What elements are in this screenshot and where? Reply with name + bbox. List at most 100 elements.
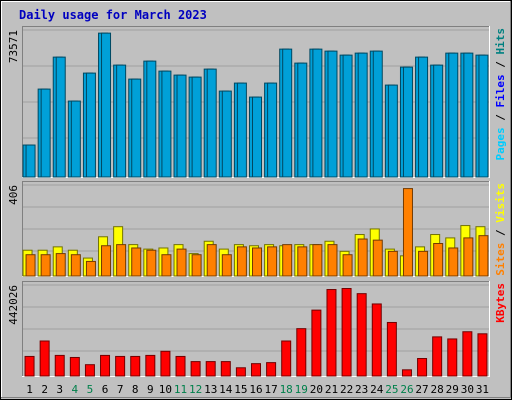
axis-label-files: Files bbox=[494, 74, 507, 107]
axis-label-separator: / bbox=[494, 223, 507, 243]
bar-kbytes-kbytes-day-3 bbox=[54, 354, 65, 377]
bar-hits-files-day-12 bbox=[191, 76, 202, 178]
x-tick-label-day-22: 22 bbox=[340, 383, 353, 396]
panel-kbytes-ymax-label: 442026 bbox=[7, 285, 20, 325]
bar-kbytes-kbytes-day-16 bbox=[251, 363, 261, 377]
bar-visits-sites-day-1 bbox=[25, 254, 36, 277]
bar-kbytes-kbytes-day-30 bbox=[462, 331, 473, 377]
x-tick-label-day-29: 29 bbox=[446, 383, 459, 396]
bar-visits-sites-day-11 bbox=[176, 248, 187, 277]
axis-label-visits: Visits bbox=[494, 183, 507, 223]
bar-visits-sites-day-29 bbox=[448, 247, 459, 277]
bar-kbytes-kbytes-day-9 bbox=[145, 354, 156, 377]
bar-visits-sites-day-10 bbox=[161, 254, 172, 277]
panel-hits-axis-label: Pages / Files / Hits bbox=[494, 28, 507, 161]
bar-kbytes-kbytes-day-4 bbox=[69, 356, 80, 377]
bar-kbytes-kbytes-day-31 bbox=[477, 333, 488, 377]
bar-hits-files-day-24 bbox=[372, 50, 383, 178]
bar-hits-files-day-16 bbox=[252, 96, 262, 178]
bar-visits-sites-day-13 bbox=[206, 244, 217, 277]
bar-kbytes-kbytes-day-5 bbox=[84, 364, 95, 377]
panel-visits-axis-label: Sites / Visits bbox=[494, 183, 507, 276]
bar-hits-files-day-5 bbox=[85, 72, 96, 178]
bar-kbytes-kbytes-day-13 bbox=[205, 361, 216, 377]
bar-visits-sites-day-25 bbox=[387, 250, 398, 277]
x-tick-label-day-27: 27 bbox=[415, 383, 428, 396]
bar-visits-sites-day-3 bbox=[55, 253, 66, 277]
bar-hits-files-day-1 bbox=[25, 144, 36, 178]
bar-visits-sites-day-22 bbox=[342, 254, 353, 277]
bar-hits-files-day-22 bbox=[342, 54, 353, 178]
bar-kbytes-kbytes-day-23 bbox=[356, 293, 367, 377]
bar-kbytes-kbytes-day-12 bbox=[190, 361, 201, 377]
bar-kbytes-kbytes-day-11 bbox=[175, 355, 186, 377]
bar-visits-sites-day-30 bbox=[463, 237, 474, 277]
bar-visits-sites-day-31 bbox=[478, 235, 489, 277]
x-tick-label-day-13: 13 bbox=[204, 383, 217, 396]
bar-kbytes-kbytes-day-20 bbox=[311, 309, 322, 377]
bar-kbytes-kbytes-day-15 bbox=[235, 367, 246, 377]
bar-hits-files-day-25 bbox=[387, 84, 398, 178]
bar-kbytes-kbytes-day-2 bbox=[39, 340, 50, 377]
x-tick-label-day-28: 28 bbox=[431, 383, 444, 396]
x-tick-label-day-2: 2 bbox=[41, 383, 48, 396]
bar-visits-sites-day-18 bbox=[282, 244, 293, 277]
bar-hits-files-day-19 bbox=[297, 62, 308, 178]
bar-visits-sites-day-6 bbox=[101, 245, 112, 277]
x-tick-label-day-6: 6 bbox=[102, 383, 109, 396]
x-tick-label-day-24: 24 bbox=[370, 383, 384, 396]
bar-hits-files-day-20 bbox=[312, 48, 323, 178]
x-tick-label-day-16: 16 bbox=[249, 383, 262, 396]
panel-visits-ymax-label: 406 bbox=[7, 185, 20, 205]
x-tick-label-day-9: 9 bbox=[147, 383, 154, 396]
bar-visits-sites-day-27 bbox=[418, 250, 429, 277]
x-tick-label-day-12: 12 bbox=[189, 383, 202, 396]
bar-visits-sites-day-19 bbox=[297, 246, 308, 277]
bar-hits-files-day-6 bbox=[101, 32, 112, 178]
bar-visits-sites-day-14 bbox=[221, 254, 232, 277]
x-tick-label-day-17: 17 bbox=[264, 383, 277, 396]
bar-visits-sites-day-17 bbox=[267, 246, 278, 277]
x-tick-label-day-18: 18 bbox=[280, 383, 293, 396]
x-tick-label-day-31: 31 bbox=[476, 383, 489, 396]
bar-kbytes-kbytes-day-25 bbox=[386, 321, 397, 377]
x-axis-day-labels: 1 2 3 4 5 6 7 8 9 10 11 12 13 14 15 16 17 18 19 20 21 22 23 24 2… bbox=[26, 383, 489, 396]
axis-label-hits: Hits bbox=[494, 28, 507, 55]
x-tick-label-day-25: 25 bbox=[385, 383, 398, 396]
axis-label-kbytes: KBytes bbox=[494, 283, 507, 323]
bar-hits-files-day-13 bbox=[206, 68, 217, 178]
bar-hits-files-day-10 bbox=[161, 70, 172, 178]
bar-kbytes-kbytes-day-27 bbox=[417, 358, 428, 377]
bar-kbytes-kbytes-day-6 bbox=[100, 354, 111, 377]
bar-kbytes-kbytes-day-7 bbox=[115, 355, 126, 377]
bar-hits-files-day-28 bbox=[433, 64, 444, 178]
chart-panels: 73571 Pages / Files / Hits 406 Sites / Visi… bbox=[7, 26, 507, 377]
x-tick-label-day-4: 4 bbox=[72, 383, 79, 396]
x-tick-label-day-20: 20 bbox=[310, 383, 323, 396]
bar-hits-files-day-4 bbox=[70, 100, 81, 178]
x-tick-label-day-10: 10 bbox=[159, 383, 172, 396]
bar-kbytes-kbytes-day-8 bbox=[130, 355, 141, 377]
bar-hits-files-day-26 bbox=[402, 66, 413, 178]
bar-visits-sites-day-26 bbox=[402, 188, 413, 277]
bar-hits-files-day-31 bbox=[478, 54, 489, 178]
bar-visits-sites-day-5 bbox=[85, 260, 96, 277]
bar-visits-sites-day-16 bbox=[252, 247, 262, 277]
bar-kbytes-kbytes-day-10 bbox=[160, 350, 171, 377]
bar-hits-files-day-18 bbox=[282, 48, 293, 178]
bar-hits-files-day-23 bbox=[357, 52, 368, 178]
x-tick-label-day-11: 11 bbox=[174, 383, 187, 396]
x-tick-label-day-21: 21 bbox=[325, 383, 338, 396]
bar-kbytes-kbytes-day-22 bbox=[341, 288, 352, 377]
bar-visits-sites-day-12 bbox=[191, 254, 202, 277]
bar-hits-files-day-14 bbox=[221, 90, 232, 178]
bar-hits-files-day-29 bbox=[448, 52, 459, 178]
panel-hits-ymax-label: 73571 bbox=[7, 30, 20, 63]
x-tick-label-day-5: 5 bbox=[87, 383, 94, 396]
x-tick-label-day-1: 1 bbox=[26, 383, 33, 396]
bar-hits-files-day-2 bbox=[40, 88, 51, 178]
bar-kbytes-kbytes-day-19 bbox=[296, 328, 307, 377]
bar-hits-files-day-11 bbox=[176, 74, 187, 178]
panel-kbytes: 442026 KBytes bbox=[7, 281, 507, 377]
